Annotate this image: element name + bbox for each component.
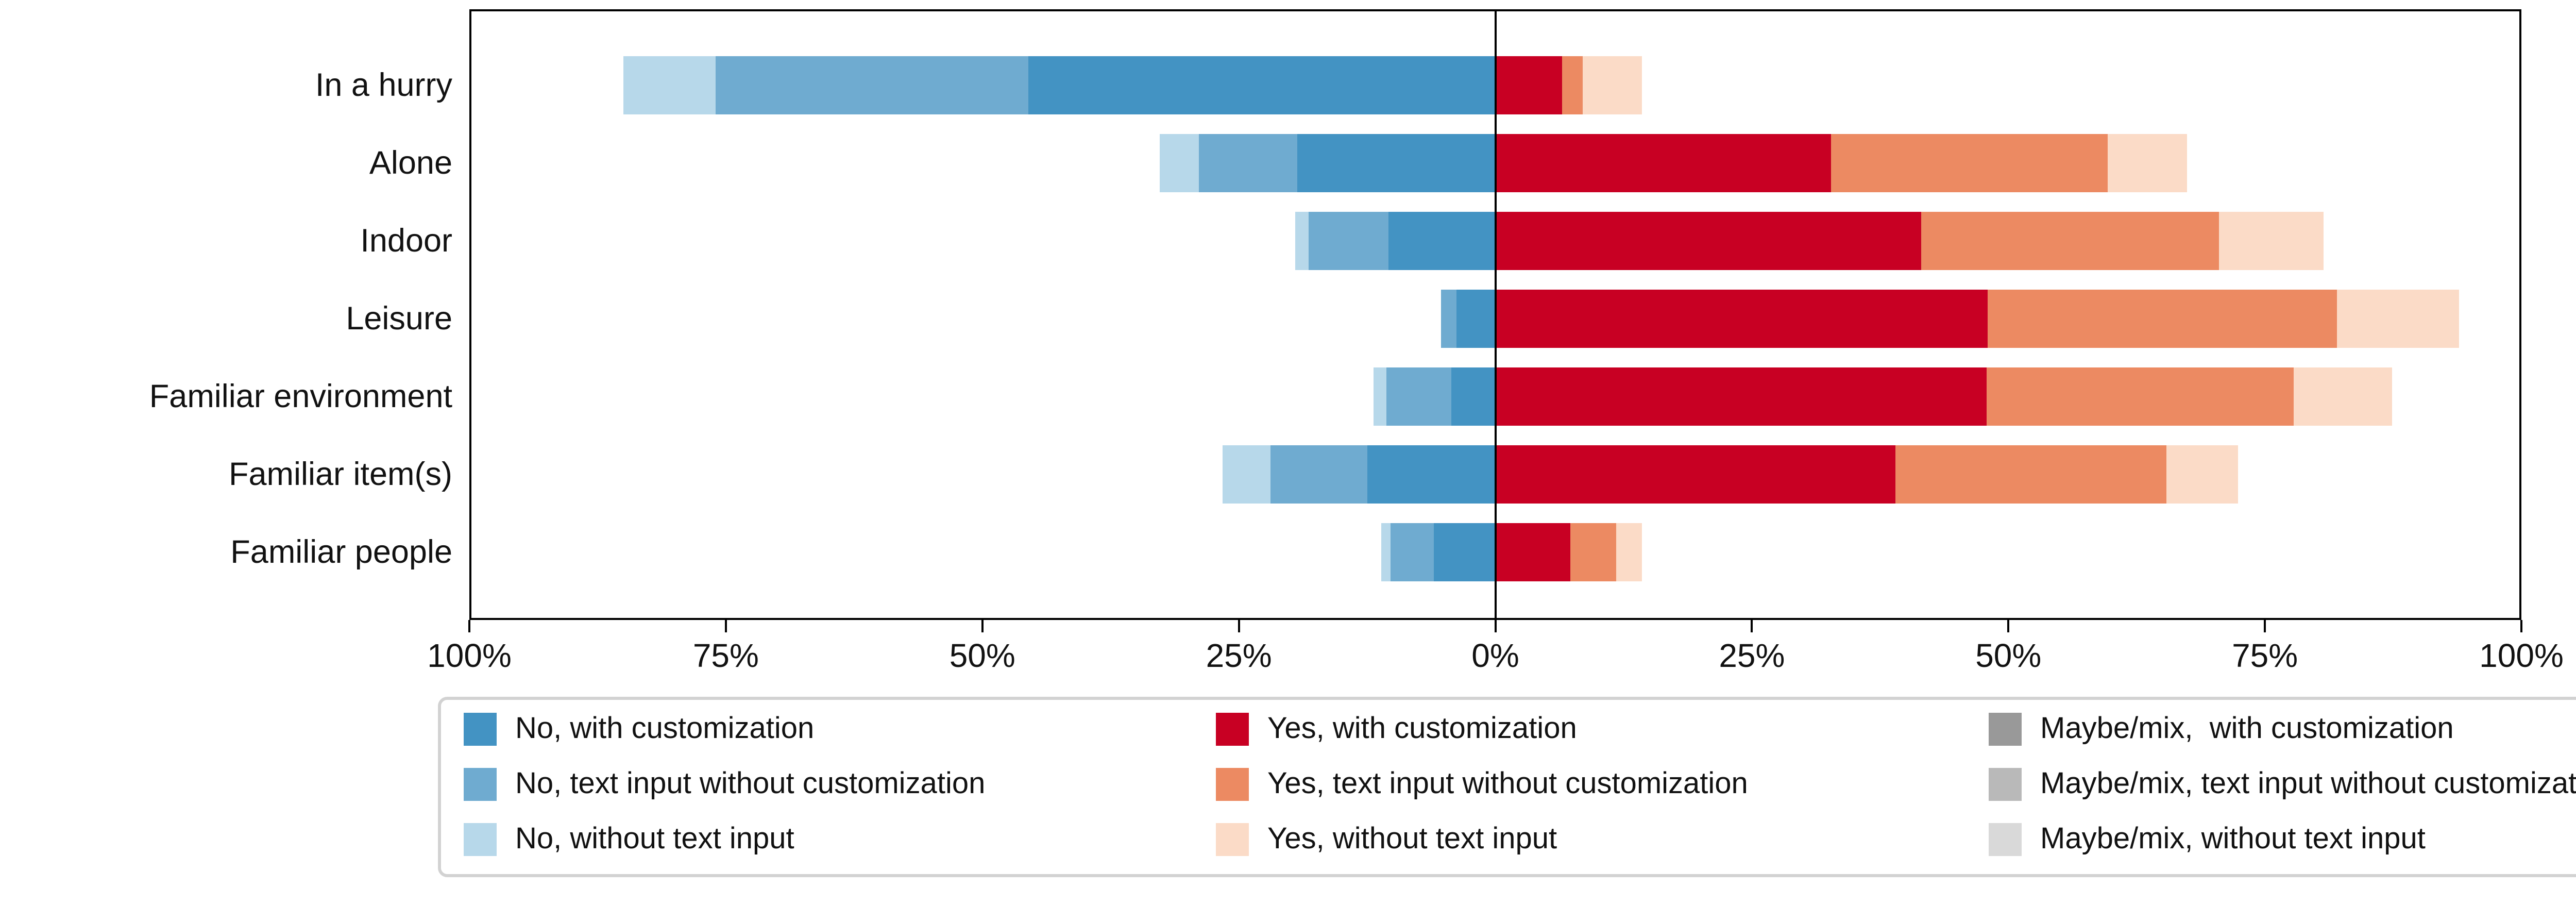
bar-segment [1495, 133, 1831, 192]
bar-segment [1388, 211, 1496, 270]
bar-segment [1562, 56, 1583, 114]
y-axis-label: Familiar people [230, 534, 452, 570]
legend-swatch [464, 768, 497, 801]
x-axis-tick [2007, 620, 2010, 632]
bar-segment [1297, 133, 1496, 192]
x-axis-tick [468, 620, 470, 632]
x-axis-tick [2520, 620, 2522, 632]
bar-segment [1456, 289, 1496, 348]
bar-segment [1495, 523, 1570, 581]
x-tick-label: 100% [427, 637, 512, 674]
legend [438, 697, 2576, 877]
legend-swatch [1989, 823, 2022, 856]
legend-swatch [1216, 713, 1249, 746]
legend-swatch [464, 823, 497, 856]
y-axis-label: Alone [369, 145, 452, 181]
bar-segment [715, 56, 1029, 114]
legend-label: Maybe/mix, with customization [2040, 711, 2454, 745]
legend-label: No, with customization [515, 711, 815, 745]
bar-segment [1381, 523, 1391, 581]
bar-segment [1440, 289, 1456, 348]
legend-label: No, text input without customization [515, 766, 986, 800]
legend-swatch [1216, 768, 1249, 801]
bar-segment [1616, 523, 1642, 581]
x-tick-label: 25% [1719, 637, 1785, 674]
bar-segment [1495, 445, 1896, 504]
x-axis-tick [724, 620, 727, 632]
bar-segment [2166, 445, 2239, 504]
bar-segment [1495, 211, 1921, 270]
bar-segment [1495, 56, 1562, 114]
bar-segment [1921, 211, 2219, 270]
bar-segment [2108, 133, 2187, 192]
legend-swatch [464, 713, 497, 746]
bar-segment [1988, 289, 2337, 348]
x-tick-label: 75% [2232, 637, 2298, 674]
legend-swatch [1989, 713, 2022, 746]
x-tick-label: 100% [2479, 637, 2564, 674]
bar-segment [1028, 56, 1496, 114]
bar-segment [1495, 367, 1987, 426]
x-tick-label: 75% [692, 637, 759, 674]
bar-segment [1987, 367, 2294, 426]
bar-segment [1495, 289, 1988, 348]
bar-segment [2336, 289, 2459, 348]
x-axis-tick [981, 620, 984, 632]
x-axis-tick [1494, 620, 1497, 632]
legend-swatch [1989, 768, 2022, 801]
bar-segment [1295, 211, 1309, 270]
y-axis-label: Leisure [346, 300, 452, 337]
bar-segment [1309, 211, 1389, 270]
legend-label: Maybe/mix, text input without customizat… [2040, 766, 2576, 800]
bar-segment [1391, 523, 1434, 581]
bar-segment [1367, 445, 1496, 504]
bar-segment [1831, 133, 2108, 192]
bar-segment [1434, 523, 1496, 581]
bar-segment [1160, 133, 1199, 192]
bar-segment [1198, 133, 1298, 192]
x-axis-tick [1751, 620, 1753, 632]
bar-segment [2293, 367, 2393, 426]
bar-segment [1582, 56, 1642, 114]
bar-segment [1570, 523, 1617, 581]
x-tick-label: 50% [949, 637, 1015, 674]
zero-axis-line [1494, 9, 1497, 620]
bar-segment [1222, 445, 1271, 504]
y-axis-label: In a hurry [315, 67, 452, 103]
bar-segment [623, 56, 716, 114]
x-axis-tick [2264, 620, 2266, 632]
x-tick-label: 0% [1471, 637, 1519, 674]
x-tick-label: 25% [1206, 637, 1272, 674]
bar-segment [1451, 367, 1496, 426]
legend-label: Yes, with customization [1267, 711, 1577, 745]
bar-segment [1895, 445, 2166, 504]
legend-swatch [1216, 823, 1249, 856]
legend-label: No, without text input [515, 821, 794, 855]
legend-label: Yes, text input without customization [1267, 766, 1748, 800]
y-axis-label: Indoor [360, 223, 452, 259]
legend-label: Maybe/mix, without text input [2040, 821, 2426, 855]
bar-segment [1270, 445, 1367, 504]
x-axis-tick [1238, 620, 1240, 632]
y-axis-label: Familiar item(s) [229, 456, 452, 492]
y-axis-label: Familiar environment [149, 378, 452, 414]
bar-segment [1373, 367, 1387, 426]
legend-label: Yes, without text input [1267, 821, 1557, 855]
bar-segment [2218, 211, 2324, 270]
bar-segment [1386, 367, 1451, 426]
x-tick-label: 50% [1975, 637, 2042, 674]
